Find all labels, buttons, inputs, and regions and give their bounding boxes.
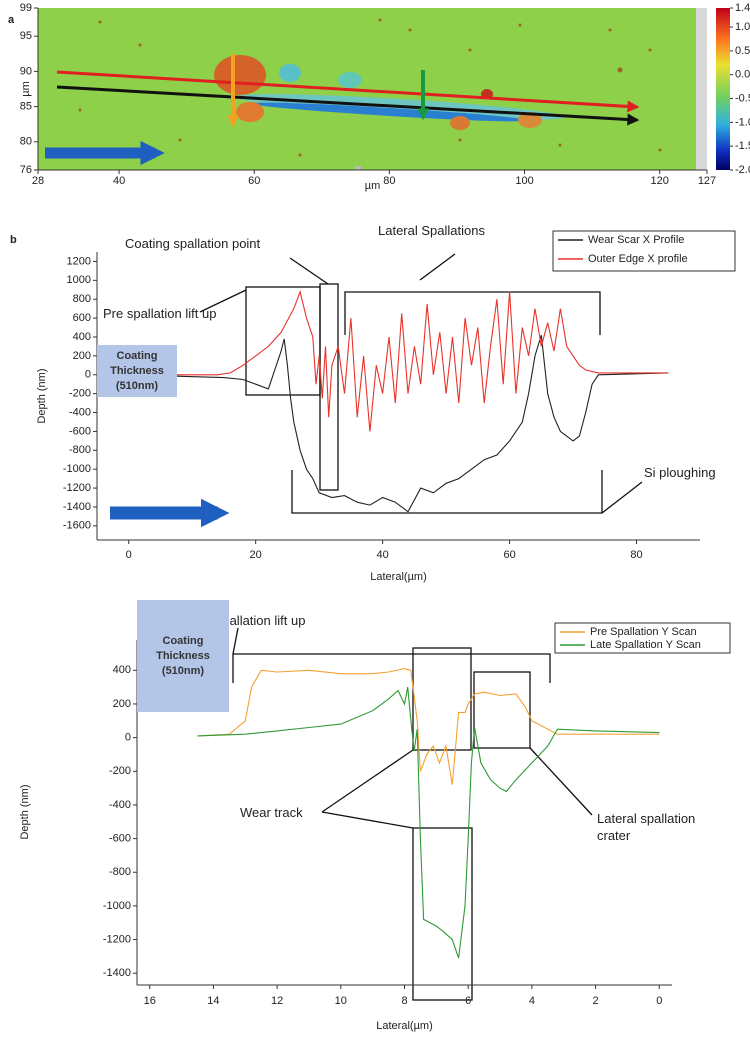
panel-label: a	[8, 14, 15, 26]
annotation: Pre spallation lift up	[103, 306, 217, 321]
y-tick-label: -1200	[63, 482, 91, 494]
x-tick-label: 60	[503, 549, 515, 561]
y-tick-label: -200	[69, 388, 91, 400]
x-tick-label: 2	[593, 995, 599, 1007]
annotation: Coating spallation point	[125, 236, 261, 251]
coating-box: Coating Thickness (510nm)	[97, 345, 177, 397]
colorbar-tick-label: 0.5	[735, 45, 750, 57]
colorbar-tick-label: 1.0	[735, 21, 750, 33]
x-tick-label: 12	[271, 995, 283, 1007]
y-tick-label: 95	[20, 30, 32, 42]
y-tick-label: 85	[20, 101, 32, 113]
x-tick-label: 127	[698, 175, 716, 187]
x-axis-title: Lateral(µm)	[370, 571, 426, 583]
annotation-shapes-c	[232, 627, 593, 1001]
legend-box	[554, 622, 731, 654]
x-tick-label: 100	[515, 175, 533, 187]
y-tick-label: -400	[69, 406, 91, 418]
y-tick-label: -1600	[63, 520, 91, 532]
x-tick-label: 120	[651, 175, 669, 187]
annotation: Si ploughing	[644, 465, 716, 480]
annotation-shapes-b	[110, 253, 643, 528]
y-axis-title: Depth (nm)	[19, 784, 31, 839]
y-tick-label: 600	[73, 312, 91, 324]
x-tick-label: 0	[126, 549, 132, 561]
x-tick-label: 40	[377, 549, 389, 561]
y-tick-label: -600	[69, 425, 91, 437]
y-tick-label: 200	[73, 350, 91, 362]
legend-label: Pre Spallation Y Scan	[590, 626, 697, 638]
colorbar-tick-label: 1.4	[735, 2, 750, 14]
x-tick-label: 4	[529, 995, 535, 1007]
x-tick-label: 80	[630, 549, 642, 561]
legend-label: Wear Scar X Profile	[588, 234, 684, 246]
colorbar-tick-label: -2.0	[735, 164, 750, 176]
x-axis-title: Lateral(µm)	[376, 1020, 432, 1032]
annotation: Lateral spallation crater	[597, 811, 696, 843]
y-tick-label: 0	[85, 369, 91, 381]
colorbar-tick-label: -1.0	[735, 116, 750, 128]
colorbar-tick-label: -0.5	[735, 92, 750, 104]
colorbar-tick-label: -1.5	[735, 140, 750, 152]
x-tick-label: 14	[207, 995, 219, 1007]
y-tick-label: 80	[20, 136, 32, 148]
data-line	[128, 334, 669, 513]
x-tick-label: 6	[465, 995, 471, 1007]
annotation: Lateral Spallations	[378, 223, 485, 238]
x-tick-label: 16	[144, 995, 156, 1007]
y-tick-label: 1000	[67, 274, 91, 286]
x-tick-label: 20	[250, 549, 262, 561]
y-tick-label: -800	[109, 866, 131, 878]
y-tick-label: -1000	[103, 900, 131, 912]
coating-box: Coating Thickness (510nm)	[137, 600, 229, 712]
surface-image	[38, 8, 730, 170]
legend-label: Late Spallation Y Scan	[590, 639, 701, 651]
y-tick-label: 90	[20, 65, 32, 77]
y-tick-label: 200	[113, 698, 131, 710]
x-tick-label: 28	[32, 175, 44, 187]
y-tick-label: 76	[20, 164, 32, 176]
data-line	[128, 289, 669, 432]
y-tick-label: 800	[73, 293, 91, 305]
x-tick-label: 40	[113, 175, 125, 187]
x-tick-label: 60	[248, 175, 260, 187]
data-line	[197, 686, 660, 959]
y-tick-label: -400	[109, 799, 131, 811]
panel-label: b	[10, 234, 17, 246]
data-line	[197, 668, 660, 785]
y-axis-title: µm	[20, 81, 32, 97]
x-tick-label: 80	[383, 175, 395, 187]
y-tick-label: -600	[109, 832, 131, 844]
y-tick-label: 1200	[67, 255, 91, 267]
colorbar-tick-label: 0.0	[735, 69, 750, 81]
x-axis-title: µm	[365, 180, 381, 192]
x-tick-label: 0	[656, 995, 662, 1007]
y-tick-label: 400	[113, 664, 131, 676]
y-tick-label: -800	[69, 444, 91, 456]
x-tick-label: 10	[335, 995, 347, 1007]
y-tick-label: -200	[109, 765, 131, 777]
x-tick-label: 8	[401, 995, 407, 1007]
y-tick-label: -1000	[63, 463, 91, 475]
y-tick-label: 99	[20, 2, 32, 14]
y-tick-label: 0	[125, 732, 131, 744]
y-tick-label: 400	[73, 331, 91, 343]
legend-box	[552, 230, 736, 272]
annotation: Wear track	[240, 805, 303, 820]
y-tick-label: -1400	[63, 501, 91, 513]
y-tick-label: -1400	[103, 967, 131, 979]
legend-label: Outer Edge X profile	[588, 253, 688, 265]
y-axis-title: Depth (nm)	[36, 368, 48, 423]
y-tick-label: -1200	[103, 933, 131, 945]
